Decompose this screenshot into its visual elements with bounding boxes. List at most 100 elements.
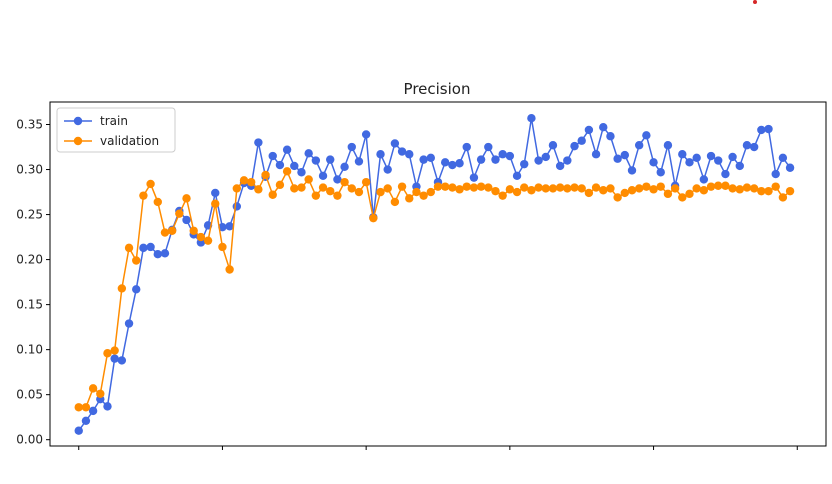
y-tick-label: 0.30 — [16, 163, 43, 177]
data-point-train — [620, 150, 630, 160]
data-point-train — [405, 150, 414, 159]
data-point-train — [333, 175, 342, 184]
data-point-train — [469, 173, 479, 182]
data-point-validation — [634, 184, 644, 193]
data-point-train — [110, 354, 119, 363]
data-point-validation — [749, 184, 759, 193]
data-point-train — [448, 160, 457, 170]
data-point-validation — [96, 389, 105, 398]
data-point-train — [534, 156, 543, 165]
data-point-train — [484, 142, 493, 152]
data-point-validation — [297, 183, 306, 192]
data-point-train — [81, 416, 91, 425]
y-tick-label: 0.25 — [16, 208, 43, 222]
data-point-validation — [685, 189, 694, 199]
data-point-train — [591, 150, 601, 159]
data-point-validation — [390, 197, 400, 207]
data-point-validation — [620, 188, 630, 198]
data-point-validation — [563, 184, 572, 193]
data-point-validation — [491, 186, 500, 196]
data-point-validation — [606, 184, 615, 193]
data-point-validation — [211, 199, 220, 208]
data-point-validation — [714, 181, 723, 190]
data-point-train — [692, 153, 701, 163]
data-point-train — [160, 249, 170, 258]
data-point-train — [599, 123, 608, 132]
legend-label-validation: validation — [100, 134, 159, 148]
axes-frame — [49, 101, 827, 447]
x-axis-ticks — [78, 446, 798, 450]
data-point-validation — [534, 183, 543, 192]
data-point-validation — [196, 232, 206, 242]
data-point-validation — [462, 182, 471, 191]
data-point-train — [678, 150, 687, 159]
data-point-train — [304, 149, 313, 158]
data-point-train — [555, 161, 565, 171]
data-point-validation — [103, 349, 112, 358]
data-point-validation — [656, 182, 665, 191]
data-point-train — [268, 151, 277, 161]
data-point-validation — [189, 226, 198, 235]
data-point-validation — [742, 183, 752, 192]
data-point-train — [254, 138, 263, 147]
data-point-train — [563, 156, 572, 165]
data-point-validation — [340, 177, 349, 187]
y-tick-label: 0.20 — [16, 253, 43, 267]
data-point-validation — [757, 186, 766, 196]
data-point-train — [728, 152, 737, 162]
series-train — [74, 114, 795, 435]
data-point-validation — [541, 184, 550, 193]
data-point-validation — [555, 183, 565, 192]
data-point-validation — [591, 183, 601, 192]
data-point-train — [275, 160, 285, 170]
data-point-validation — [318, 183, 328, 192]
data-point-train — [634, 141, 644, 150]
data-point-validation — [369, 213, 378, 223]
data-point-train — [426, 153, 436, 163]
data-point-train — [771, 169, 780, 179]
data-point-validation — [512, 187, 522, 197]
data-point-validation — [764, 186, 773, 196]
plot-border — [49, 101, 827, 447]
data-point-train — [785, 163, 795, 172]
data-point-train — [685, 158, 694, 167]
data-point-validation — [721, 181, 730, 190]
data-point-train — [706, 151, 716, 161]
data-point-train — [541, 152, 550, 162]
data-point-train — [714, 156, 723, 165]
data-point-train — [663, 141, 673, 150]
data-point-validation — [376, 187, 385, 197]
data-point-train — [347, 142, 356, 152]
data-point-train — [649, 158, 658, 167]
data-point-validation — [728, 184, 737, 193]
data-point-validation — [584, 188, 594, 198]
series-layer — [74, 114, 795, 435]
data-point-validation — [520, 183, 529, 192]
data-point-validation — [397, 182, 407, 191]
data-point-validation — [132, 256, 141, 265]
data-point-validation — [706, 182, 716, 191]
data-point-validation — [469, 183, 479, 192]
data-point-train — [627, 166, 637, 175]
data-point-validation — [139, 191, 148, 200]
data-point-validation — [261, 170, 270, 180]
data-point-validation — [290, 184, 299, 193]
data-point-validation — [484, 183, 493, 192]
data-point-validation — [778, 193, 788, 202]
data-point-train — [735, 161, 744, 171]
data-point-validation — [203, 236, 213, 245]
data-point-train — [570, 141, 579, 151]
data-point-validation — [74, 403, 83, 412]
data-point-validation — [627, 186, 637, 195]
y-axis-ticks: 0.00 0.05 0.10 0.15 0.20 0.25 0.30 0.35 — [16, 118, 50, 447]
data-point-validation — [642, 182, 651, 191]
data-point-train — [584, 125, 594, 135]
data-point-train — [218, 222, 227, 232]
data-point-train — [139, 243, 148, 253]
data-point-train — [577, 136, 586, 145]
series-line-validation — [78, 170, 791, 409]
data-point-validation — [160, 228, 170, 237]
red-dot-mark — [753, 0, 757, 4]
data-point-validation — [440, 182, 450, 191]
data-point-validation — [599, 186, 608, 195]
